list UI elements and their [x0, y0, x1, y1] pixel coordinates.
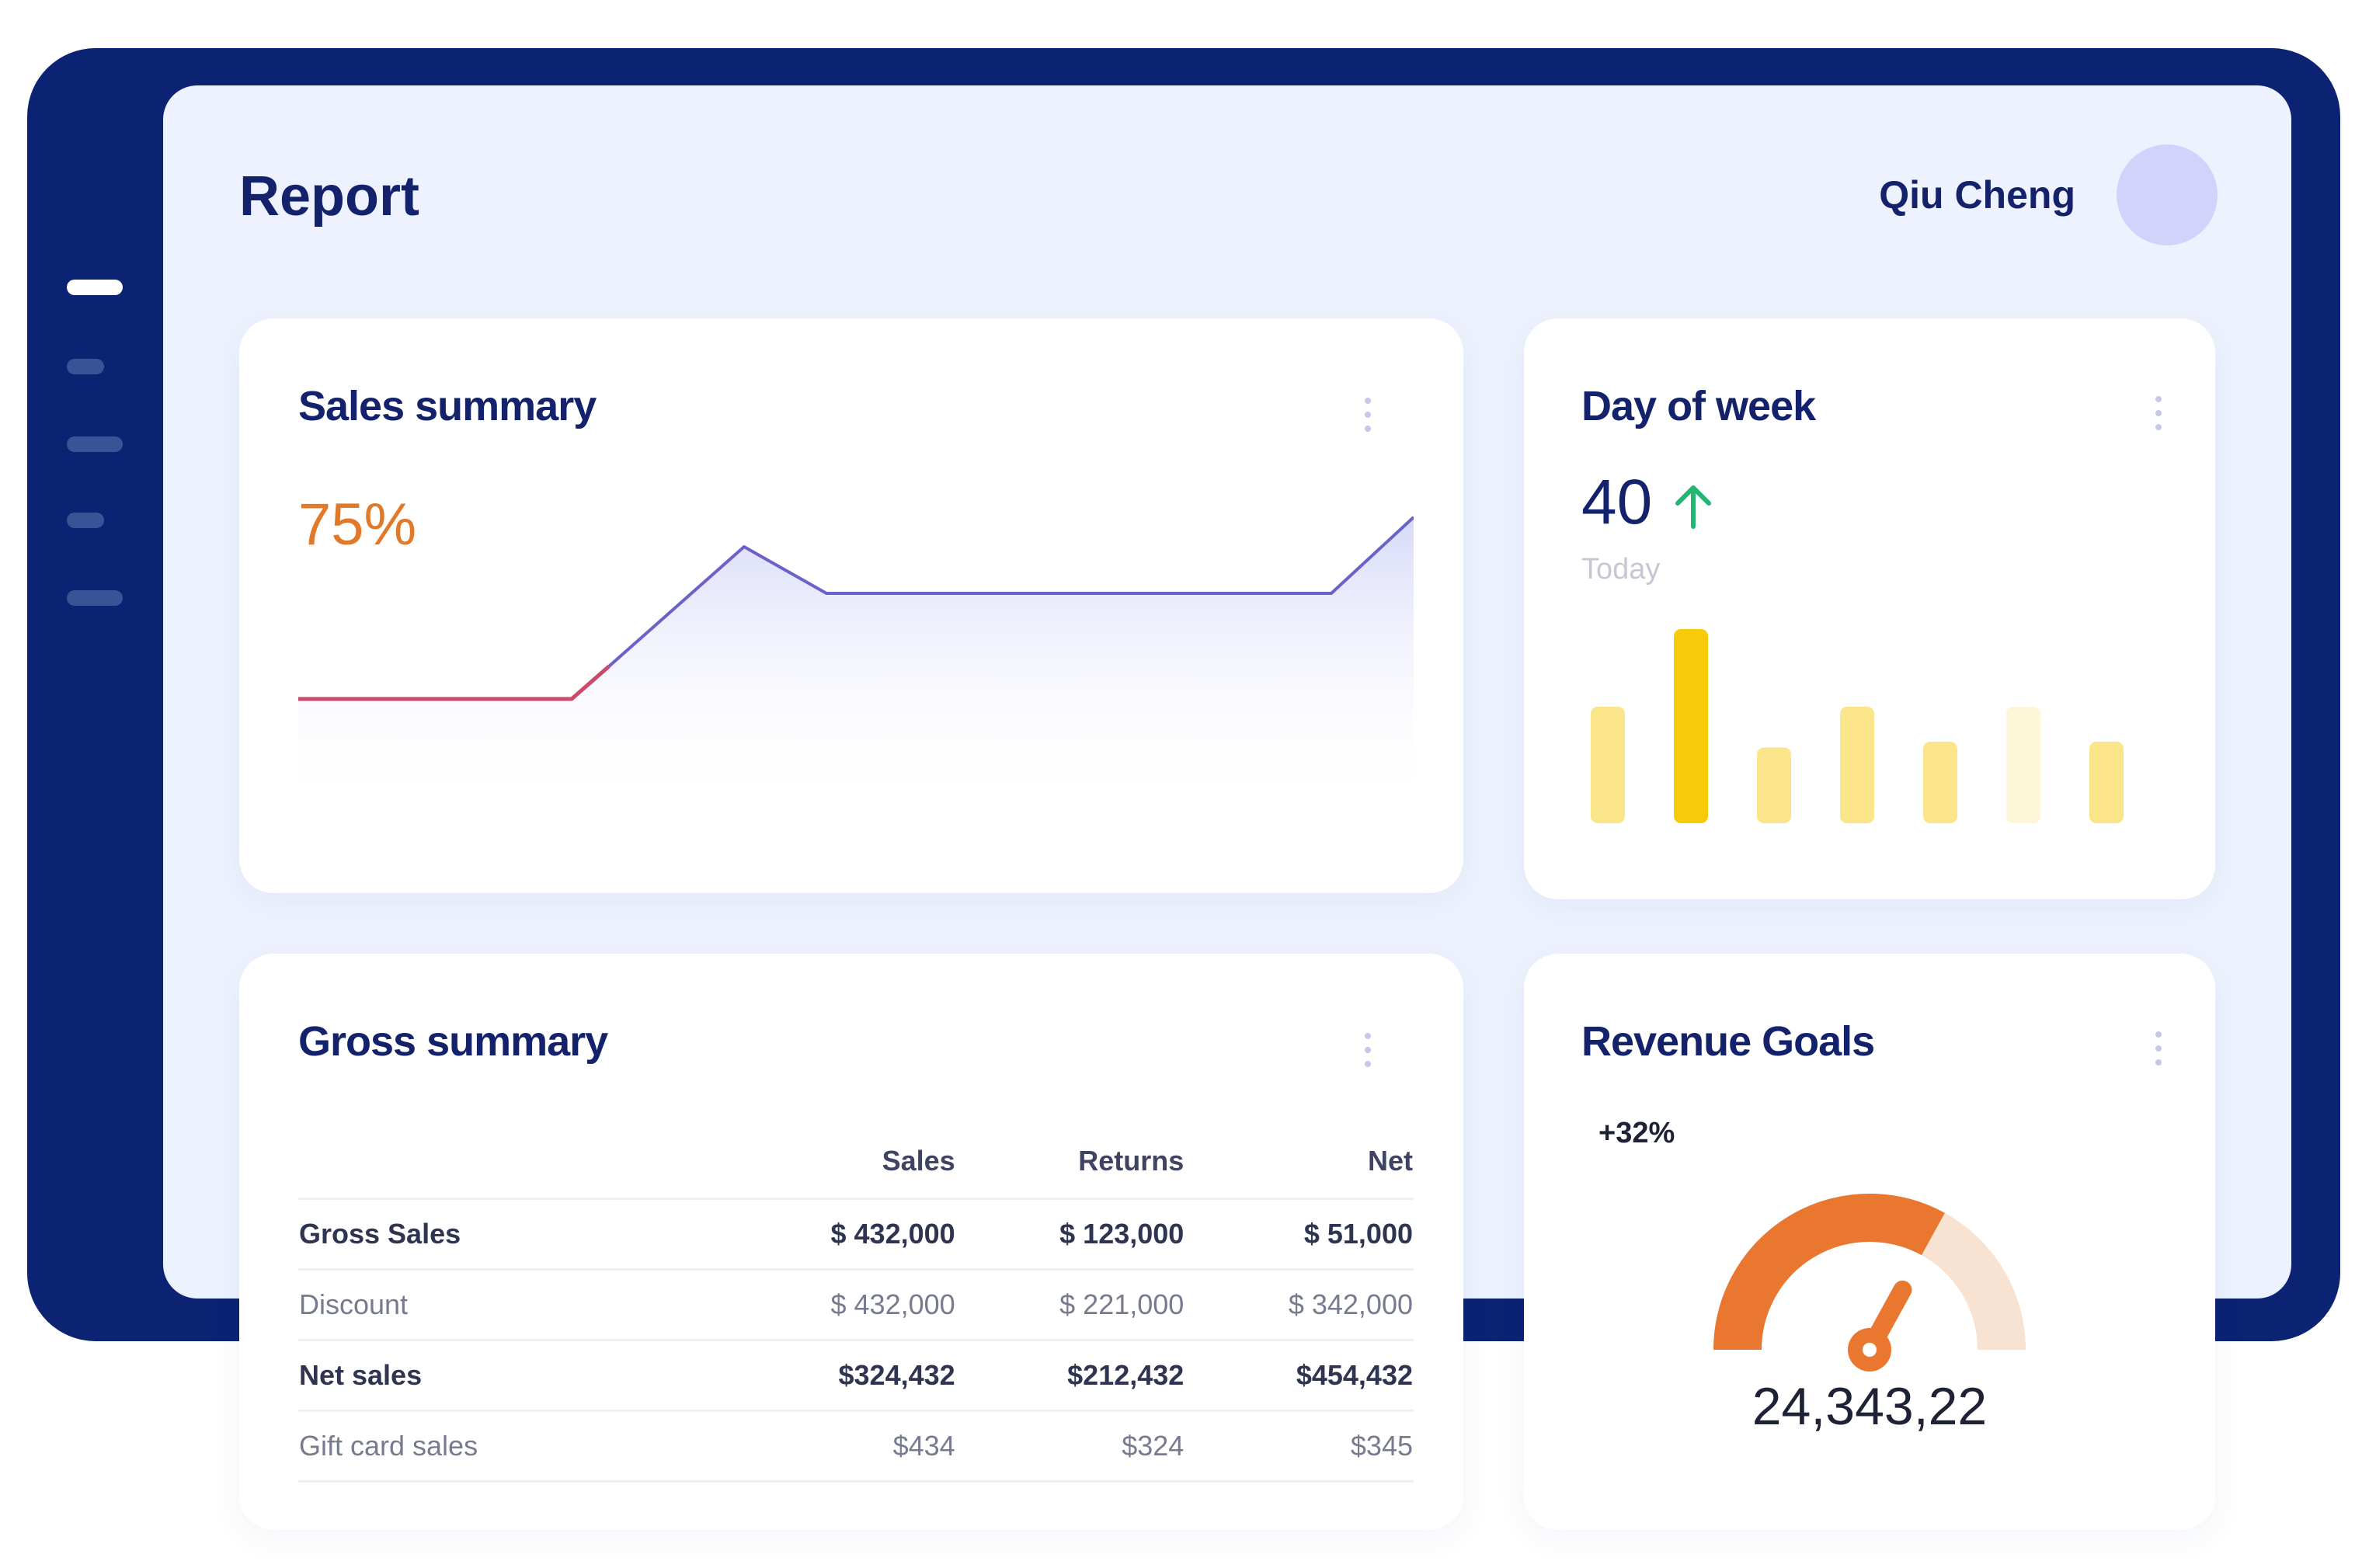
row-label: Discount [298, 1268, 727, 1340]
column-header-net: Net [1367, 1145, 1413, 1177]
row-label: Gross Sales [298, 1198, 727, 1270]
sales-cell: $324,432 [727, 1339, 956, 1411]
card-title: Sales summary [298, 383, 597, 429]
user-name[interactable]: Qiu Cheng [1879, 173, 2075, 217]
sidebar-item-5[interactable] [67, 590, 123, 606]
day-bar [2006, 707, 2040, 823]
column-header-returns: Returns [1078, 1145, 1184, 1177]
sales-line-chart [298, 516, 1414, 808]
day-of-week-bar-chart [1591, 629, 2124, 823]
kebab-menu-icon[interactable] [1362, 1030, 1373, 1070]
day-of-week-value: 40 [1581, 467, 1653, 537]
sales-line-start [298, 665, 611, 701]
table-header-row: Sales Returns Net [298, 1125, 1414, 1199]
day-bar [1674, 629, 1708, 823]
table-row[interactable]: Gross Sales $ 432,000 $ 123,000 $ 51,000 [298, 1198, 1414, 1270]
table-row[interactable]: Gift card sales $434 $324 $345 [298, 1410, 1414, 1483]
revenue-gauge [1713, 1193, 2026, 1372]
page-title: Report [239, 165, 419, 228]
card-title: Gross summary [298, 1018, 608, 1065]
sales-summary-card: Sales summary 75% [239, 318, 1463, 893]
column-header-label [298, 1125, 727, 1199]
day-bar [1591, 707, 1625, 823]
sales-cell: $ 432,000 [727, 1268, 956, 1340]
gauge-hub-dot [1863, 1343, 1877, 1357]
net-cell: $ 51,000 [1184, 1198, 1414, 1270]
sales-cell: $434 [727, 1410, 956, 1483]
returns-cell: $ 123,000 [955, 1198, 1185, 1270]
returns-cell: $ 221,000 [955, 1268, 1185, 1340]
day-bar [2089, 742, 2124, 823]
sales-percent: 75% [298, 492, 417, 558]
table-row[interactable]: Discount $ 432,000 $ 221,000 $ 342,000 [298, 1268, 1414, 1340]
card-title: Revenue Goals [1581, 1018, 1875, 1065]
day-bar [1840, 707, 1874, 823]
row-label: Gift card sales [298, 1410, 727, 1483]
kebab-menu-icon[interactable] [1362, 395, 1373, 435]
avatar[interactable] [2117, 144, 2218, 245]
table-row[interactable]: Net sales $324,432 $212,432 $454,432 [298, 1339, 1414, 1411]
gross-summary-table: Sales Returns Net Gross Sales $ 432,000 … [298, 1125, 1414, 1483]
net-cell: $345 [1184, 1410, 1414, 1483]
row-label: Net sales [298, 1339, 727, 1411]
sidebar-item-2[interactable] [67, 359, 104, 374]
day-of-week-label: Today [1581, 553, 1661, 586]
net-cell: $ 342,000 [1184, 1268, 1414, 1340]
sales-area [298, 517, 1414, 808]
returns-cell: $212,432 [955, 1339, 1185, 1411]
sidebar-item-1[interactable] [67, 280, 123, 295]
day-of-week-card: Day of week 40 Today [1524, 318, 2215, 899]
column-header-sales: Sales [882, 1145, 955, 1177]
gross-summary-card: Gross summary Sales Returns Net Gross Sa… [239, 954, 1463, 1530]
returns-cell: $324 [955, 1410, 1185, 1483]
revenue-delta: +32% [1598, 1117, 1675, 1149]
net-cell: $454,432 [1184, 1339, 1414, 1411]
revenue-amount: 24,343,22 [1752, 1377, 1988, 1436]
day-bar [1923, 742, 1957, 823]
kebab-menu-icon[interactable] [2153, 1028, 2164, 1069]
sidebar-item-3[interactable] [67, 436, 123, 452]
revenue-goals-card: Revenue Goals +32% 24,343,22 [1524, 954, 2215, 1530]
sales-line [607, 516, 1414, 668]
arrow-up-icon [1675, 485, 1711, 529]
day-bar [1757, 747, 1791, 823]
sidebar-item-4[interactable] [67, 513, 104, 528]
sales-cell: $ 432,000 [727, 1198, 956, 1270]
gauge-fill [1713, 1193, 1945, 1351]
kebab-menu-icon[interactable] [2153, 393, 2164, 433]
card-title: Day of week [1581, 383, 1816, 429]
